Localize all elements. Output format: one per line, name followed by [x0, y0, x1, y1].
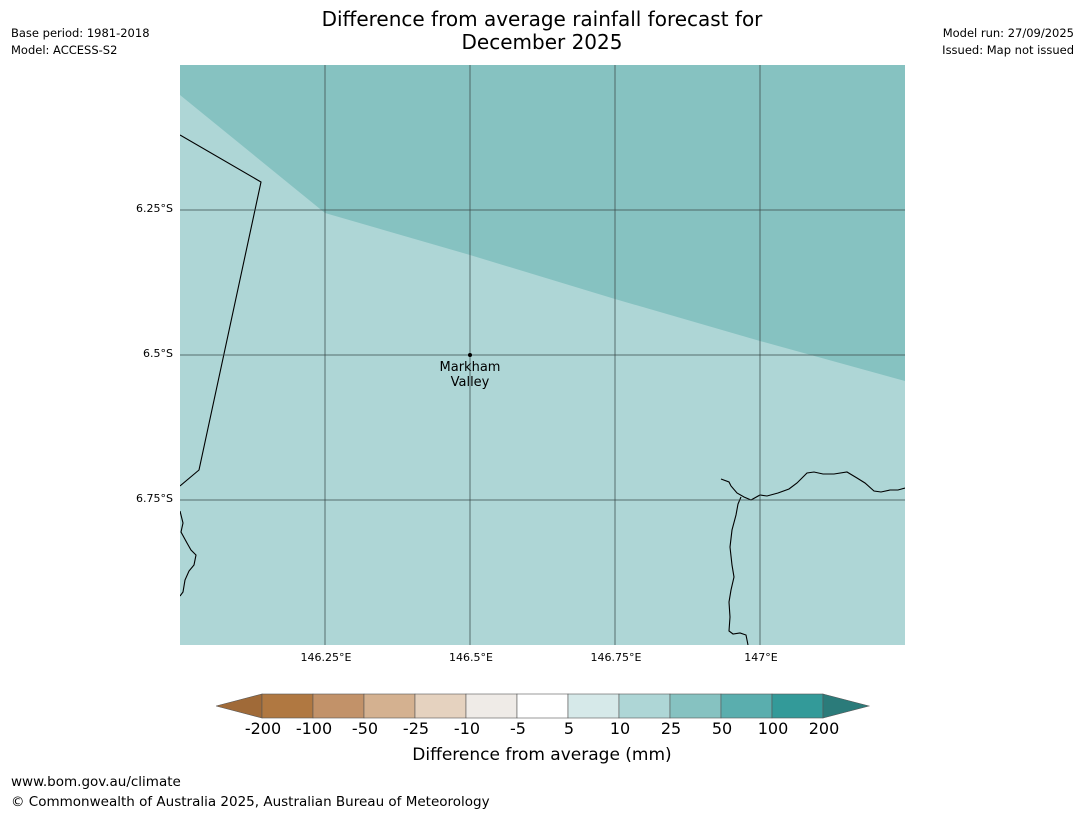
colorbar-title: Difference from average (mm): [412, 745, 672, 765]
colorbar-cell--200-to--100: [261, 693, 314, 719]
colorbar-tick: -25: [402, 719, 430, 738]
lat-label-6-25s: 6.25°S: [136, 202, 173, 215]
rainfall-region-25-50: [180, 65, 905, 381]
colorbar-cell-50-to-100: [720, 693, 773, 719]
colorbar-cell-25-to-50: [669, 693, 722, 719]
colorbar-extension-low: [214, 693, 263, 719]
place-name-line-1: Markham: [439, 360, 501, 375]
colorbar-tick: 50: [711, 719, 733, 738]
lon-label-146-75e: 146.75°E: [590, 651, 642, 664]
meta-right: Model run: 27/09/2025 Issued: Map not is…: [942, 25, 1074, 59]
colorbar-cell-5-to-10: [567, 693, 620, 719]
colorbar-tick: -100: [295, 719, 333, 738]
meta-left: Base period: 1981-2018 Model: ACCESS-S2: [11, 25, 150, 59]
model-run-text: Model run: 27/09/2025: [942, 26, 1074, 40]
colorbar-tick: -10: [453, 719, 481, 738]
model-text: Model: ACCESS-S2: [11, 43, 118, 57]
colorbar-cell-10-to-25: [618, 693, 671, 719]
footer-copyright: © Commonwealth of Australia 2025, Austra…: [11, 794, 490, 810]
coastline: [180, 134, 905, 645]
colorbar-tick: -50: [351, 719, 379, 738]
colorbar-tick: 5: [563, 719, 575, 738]
colorbar-cell--50-to--25: [363, 693, 416, 719]
map-canvas: [180, 65, 905, 645]
base-period-text: Base period: 1981-2018: [11, 26, 150, 40]
map-panel[interactable]: Markham Valley: [180, 65, 905, 645]
chart-title: Difference from average rainfall forecas…: [242, 8, 842, 54]
lat-label-6-5s: 6.5°S: [143, 347, 173, 360]
lon-label-146-25e: 146.25°E: [300, 651, 352, 664]
location-marker[interactable]: [468, 353, 472, 357]
colorbar-tick: 25: [660, 719, 682, 738]
colorbar-tick: -5: [510, 719, 526, 738]
footer-url[interactable]: www.bom.gov.au/climate: [11, 774, 181, 790]
place-name-line-2: Valley: [450, 375, 490, 390]
colorbar-tick: 100: [757, 719, 789, 738]
colorbar-cells: [214, 693, 871, 719]
lat-label-6-75s: 6.75°S: [136, 492, 173, 505]
issued-text: Issued: Map not issued: [942, 43, 1074, 57]
colorbar-cell-100-to-200: [771, 693, 824, 719]
colorbar-cell--100-to--50: [312, 693, 365, 719]
place-label-markham-valley: Markham Valley: [410, 360, 530, 390]
title-line-2: December 2025: [461, 30, 623, 54]
colorbar-tick: 200: [808, 719, 840, 738]
colorbar-cell--25-to--10: [414, 693, 467, 719]
lon-label-147e: 147°E: [744, 651, 778, 664]
colorbar-cell--10-to--5: [465, 693, 518, 719]
colorbar-svg: [214, 693, 871, 719]
colorbar: [214, 692, 872, 726]
colorbar-extension-high: [822, 693, 871, 719]
colorbar-cell--5-to-5: [516, 693, 569, 719]
lon-label-146-5e: 146.5°E: [449, 651, 493, 664]
title-line-1: Difference from average rainfall forecas…: [321, 7, 763, 31]
colorbar-tick: 10: [609, 719, 631, 738]
colorbar-tick: -200: [244, 719, 282, 738]
